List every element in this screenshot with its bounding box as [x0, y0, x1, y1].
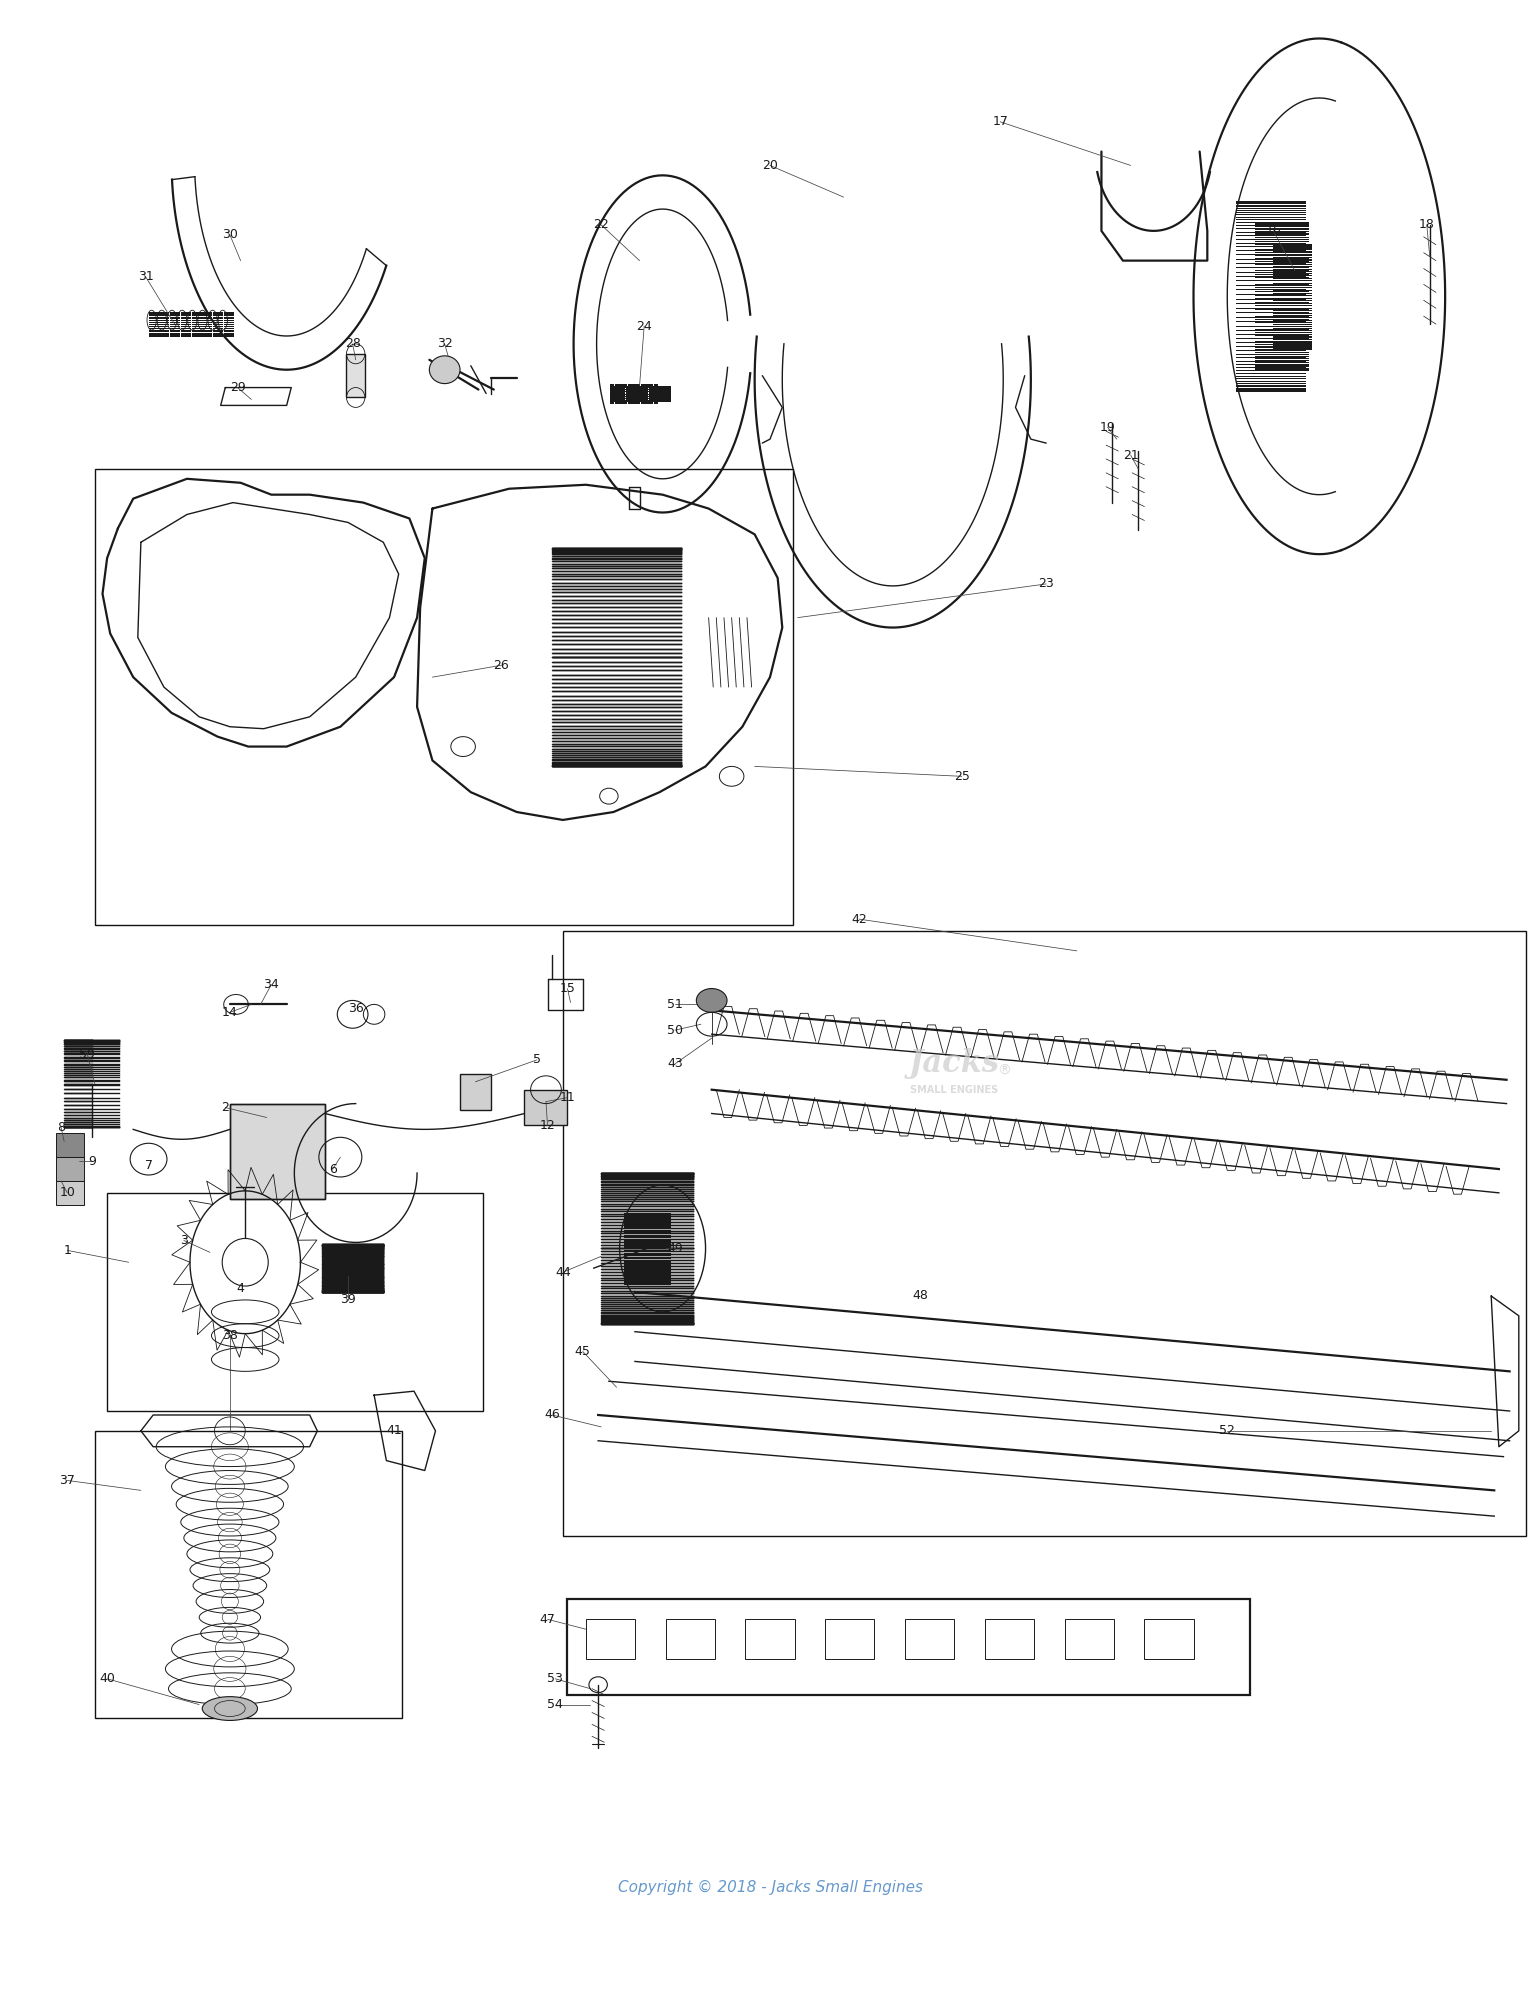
Bar — [567, 1599, 1250, 1695]
Bar — [984, 1619, 1033, 1659]
Text: 47: 47 — [539, 1613, 556, 1625]
Text: 23: 23 — [1038, 577, 1053, 591]
Text: 11: 11 — [559, 1092, 576, 1104]
Text: 29: 29 — [229, 382, 245, 394]
Text: Copyright © 2018 - Jacks Small Engines: Copyright © 2018 - Jacks Small Engines — [618, 1880, 922, 1896]
Text: 50: 50 — [667, 1024, 682, 1036]
Text: 25: 25 — [953, 770, 970, 784]
Bar — [95, 469, 793, 925]
Text: ®: ® — [996, 1064, 1010, 1078]
Text: 59: 59 — [79, 1048, 95, 1060]
Bar — [585, 1619, 634, 1659]
Text: 36: 36 — [348, 1002, 363, 1014]
Text: 7: 7 — [145, 1158, 152, 1172]
Text: 28: 28 — [345, 338, 360, 350]
Bar — [346, 354, 365, 398]
Bar — [229, 1104, 325, 1199]
Bar — [57, 1158, 85, 1181]
Text: 8: 8 — [57, 1122, 65, 1134]
Ellipse shape — [202, 1697, 257, 1720]
Text: 42: 42 — [852, 913, 867, 925]
Text: Jacks: Jacks — [909, 1048, 999, 1080]
Text: 24: 24 — [636, 320, 651, 332]
Text: 38: 38 — [222, 1329, 237, 1343]
Text: 20: 20 — [762, 159, 778, 171]
Bar — [665, 1619, 715, 1659]
Text: 22: 22 — [593, 219, 610, 231]
Text: 31: 31 — [137, 271, 154, 282]
Ellipse shape — [696, 989, 727, 1012]
Ellipse shape — [430, 356, 460, 384]
Text: 17: 17 — [992, 115, 1009, 127]
Text: 2: 2 — [222, 1102, 229, 1114]
Bar — [825, 1619, 875, 1659]
Text: 10: 10 — [59, 1185, 75, 1199]
Text: 30: 30 — [222, 229, 237, 241]
Text: SMALL ENGINES: SMALL ENGINES — [910, 1084, 998, 1094]
Text: 37: 37 — [59, 1474, 75, 1488]
Text: 14: 14 — [222, 1006, 237, 1018]
Bar — [906, 1619, 955, 1659]
Text: 51: 51 — [667, 998, 682, 1010]
Text: 26: 26 — [494, 658, 510, 672]
Text: 15: 15 — [559, 983, 576, 994]
Bar — [525, 1090, 567, 1126]
Text: 12: 12 — [539, 1120, 556, 1132]
Text: 44: 44 — [554, 1265, 571, 1279]
Text: 16: 16 — [1266, 225, 1281, 237]
Text: 43: 43 — [667, 1058, 682, 1070]
Text: 41: 41 — [387, 1424, 402, 1438]
Text: 52: 52 — [1220, 1424, 1235, 1438]
Text: 6: 6 — [328, 1162, 337, 1175]
Text: 32: 32 — [437, 338, 453, 350]
Bar — [562, 931, 1526, 1536]
Bar — [95, 1430, 402, 1718]
Bar — [57, 1134, 85, 1158]
Text: 39: 39 — [340, 1293, 356, 1307]
Text: 18: 18 — [1418, 219, 1435, 231]
Text: 5: 5 — [533, 1054, 541, 1066]
Text: 3: 3 — [180, 1233, 188, 1247]
Bar — [57, 1181, 85, 1205]
Text: 21: 21 — [1123, 448, 1138, 461]
Text: 40: 40 — [99, 1673, 116, 1685]
Bar — [229, 1104, 325, 1199]
Bar — [108, 1193, 484, 1410]
Bar — [1064, 1619, 1113, 1659]
Text: 1: 1 — [63, 1243, 71, 1257]
Text: 19: 19 — [1100, 422, 1115, 434]
Text: 49: 49 — [667, 1241, 682, 1255]
Text: 45: 45 — [574, 1345, 591, 1358]
Bar — [745, 1619, 795, 1659]
Bar — [460, 1074, 491, 1110]
Text: 53: 53 — [547, 1673, 564, 1685]
Text: 54: 54 — [547, 1699, 564, 1711]
Text: 46: 46 — [544, 1408, 561, 1422]
Text: 34: 34 — [263, 979, 279, 991]
Text: 4: 4 — [237, 1281, 245, 1295]
Text: 48: 48 — [912, 1289, 929, 1303]
Bar — [1144, 1619, 1194, 1659]
Text: 9: 9 — [88, 1154, 95, 1168]
